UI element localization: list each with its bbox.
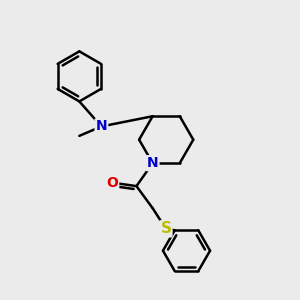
Text: S: S [160, 221, 171, 236]
Text: N: N [147, 156, 158, 170]
Text: O: O [106, 176, 118, 190]
Text: N: N [96, 119, 107, 134]
